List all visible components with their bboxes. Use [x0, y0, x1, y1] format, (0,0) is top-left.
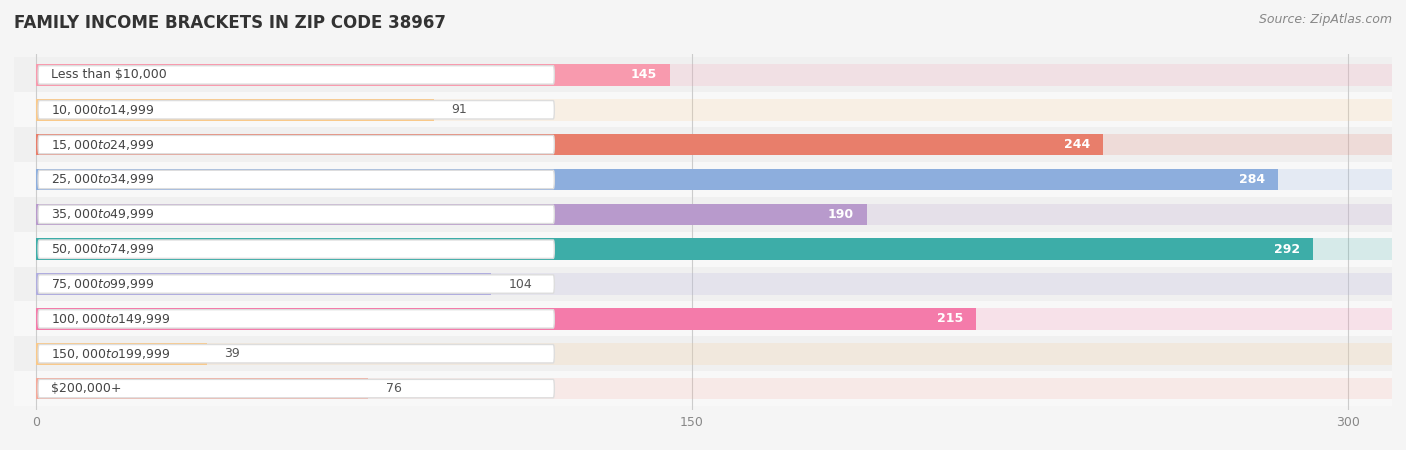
Bar: [14, 127, 1392, 162]
Bar: [14, 58, 1392, 92]
Text: 292: 292: [1274, 243, 1301, 256]
Bar: [37, 99, 1392, 121]
FancyBboxPatch shape: [38, 170, 554, 189]
Text: 284: 284: [1239, 173, 1265, 186]
Bar: [37, 378, 368, 400]
Text: $35,000 to $49,999: $35,000 to $49,999: [51, 207, 155, 221]
FancyBboxPatch shape: [38, 379, 554, 398]
FancyBboxPatch shape: [38, 345, 554, 363]
FancyBboxPatch shape: [38, 310, 554, 328]
Text: 91: 91: [451, 103, 467, 116]
Bar: [14, 336, 1392, 371]
Bar: [14, 371, 1392, 406]
Bar: [37, 169, 1278, 190]
Text: 76: 76: [385, 382, 402, 395]
FancyBboxPatch shape: [38, 240, 554, 258]
Bar: [14, 232, 1392, 266]
Text: $100,000 to $149,999: $100,000 to $149,999: [51, 312, 170, 326]
Text: 145: 145: [631, 68, 657, 81]
Bar: [37, 99, 434, 121]
Bar: [37, 134, 1392, 155]
Bar: [14, 302, 1392, 336]
Text: $50,000 to $74,999: $50,000 to $74,999: [51, 242, 155, 256]
Bar: [37, 343, 207, 364]
Bar: [37, 203, 1392, 225]
Bar: [14, 266, 1392, 302]
Text: $150,000 to $199,999: $150,000 to $199,999: [51, 347, 170, 361]
Text: $15,000 to $24,999: $15,000 to $24,999: [51, 138, 155, 152]
Bar: [37, 238, 1313, 260]
Text: Source: ZipAtlas.com: Source: ZipAtlas.com: [1258, 14, 1392, 27]
Bar: [37, 203, 868, 225]
Text: 215: 215: [936, 312, 963, 325]
Bar: [14, 92, 1392, 127]
Text: FAMILY INCOME BRACKETS IN ZIP CODE 38967: FAMILY INCOME BRACKETS IN ZIP CODE 38967: [14, 14, 446, 32]
Text: $200,000+: $200,000+: [51, 382, 122, 395]
Bar: [14, 162, 1392, 197]
Text: $75,000 to $99,999: $75,000 to $99,999: [51, 277, 155, 291]
FancyBboxPatch shape: [38, 205, 554, 224]
Bar: [14, 197, 1392, 232]
Bar: [37, 64, 1392, 86]
Bar: [37, 169, 1392, 190]
FancyBboxPatch shape: [38, 100, 554, 119]
Text: Less than $10,000: Less than $10,000: [51, 68, 167, 81]
Bar: [37, 273, 491, 295]
FancyBboxPatch shape: [38, 275, 554, 293]
Bar: [37, 378, 1392, 400]
Bar: [37, 308, 976, 330]
Text: $10,000 to $14,999: $10,000 to $14,999: [51, 103, 155, 117]
Bar: [37, 273, 1392, 295]
Text: 244: 244: [1064, 138, 1090, 151]
Bar: [37, 134, 1104, 155]
Text: $25,000 to $34,999: $25,000 to $34,999: [51, 172, 155, 186]
Bar: [37, 343, 1392, 364]
Bar: [37, 64, 671, 86]
Bar: [37, 238, 1392, 260]
FancyBboxPatch shape: [38, 66, 554, 84]
Text: 104: 104: [509, 278, 531, 291]
Text: 39: 39: [224, 347, 240, 360]
FancyBboxPatch shape: [38, 135, 554, 154]
Bar: [37, 308, 1392, 330]
Text: 190: 190: [828, 208, 853, 221]
